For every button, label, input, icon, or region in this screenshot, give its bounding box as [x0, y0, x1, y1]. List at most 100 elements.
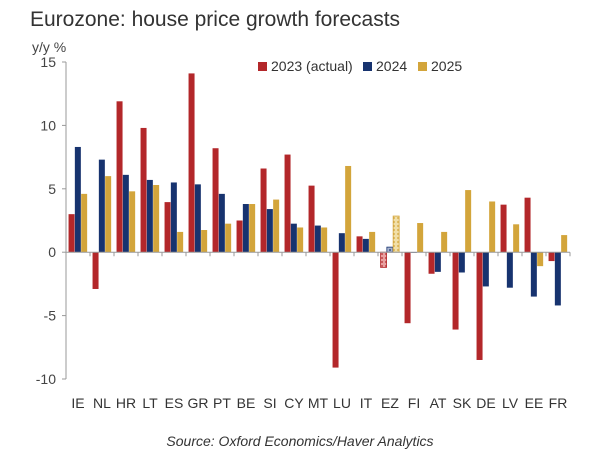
bar-ee-2025	[537, 252, 544, 267]
bar-be-2024	[242, 204, 249, 253]
bar-hr-2024	[122, 174, 129, 253]
bar-de-2023	[476, 252, 483, 360]
bar-it-2023	[356, 236, 363, 253]
legend-swatch	[363, 62, 372, 71]
bar-cy-2025	[297, 227, 304, 253]
bar-at-2024	[434, 252, 441, 272]
x-tick-label: DE	[476, 395, 495, 411]
bar-gr-2024	[194, 184, 201, 253]
bar-sk-2023	[452, 252, 459, 330]
bar-cy-2023	[284, 154, 291, 253]
x-tick-label: IT	[360, 395, 373, 411]
bar-hr-2023	[116, 101, 123, 253]
legend-swatch	[418, 62, 427, 71]
bar-lt-2024	[146, 179, 153, 253]
x-tick-label: LV	[502, 395, 519, 411]
y-axis-label: y/y %	[32, 39, 66, 55]
bar-nl-2024	[98, 159, 105, 253]
x-tick-label: CY	[284, 395, 304, 411]
bar-nl-2023	[92, 252, 99, 289]
axes: 15 10 5 0 -5 -10 IE NL HR LT ES GR PT BE SI CY MT LU IT EZ F…	[36, 54, 571, 411]
bar-mt-2024	[314, 225, 321, 253]
bar-ez-2024	[386, 246, 394, 253]
bar-pt-2023	[212, 148, 219, 253]
y-tick-label: 15	[40, 54, 56, 70]
x-tick-label: LT	[142, 395, 158, 411]
legend-label: 2025	[431, 58, 462, 74]
bar-pt-2025	[225, 223, 232, 253]
bar-si-2025	[273, 199, 280, 253]
bar-ie-2023	[68, 214, 75, 253]
bar-nl-2025	[105, 176, 112, 253]
bar-lt-2025	[153, 184, 160, 253]
bar-ez-2023	[380, 251, 387, 268]
bar-es-2025	[177, 231, 184, 253]
y-tick-label: 5	[48, 181, 56, 197]
bar-mt-2025	[321, 227, 328, 253]
bar-de-2025	[489, 201, 496, 253]
bar-pt-2024	[218, 193, 225, 253]
bar-lu-2024	[338, 233, 345, 253]
bar-cy-2024	[290, 223, 297, 253]
x-tick-label: BE	[237, 395, 256, 411]
x-tick-label: PT	[213, 395, 231, 411]
bar-be-2025	[249, 204, 256, 253]
y-tick-label: 10	[40, 117, 56, 133]
y-tick-label: -5	[44, 308, 57, 324]
x-tick-label: ES	[165, 395, 184, 411]
y-tick-label: -10	[36, 371, 56, 387]
bar-it-2024	[362, 238, 369, 253]
bar-ie-2025	[81, 193, 88, 253]
x-tick-label: SK	[453, 395, 472, 411]
bar-fi-2025	[417, 223, 424, 253]
x-tick-label: FR	[549, 395, 568, 411]
x-tick-label: MT	[308, 395, 329, 411]
bar-mt-2023	[308, 185, 315, 253]
bar-at-2025	[441, 231, 448, 253]
bar-sk-2024	[458, 252, 465, 273]
bar-ez-2025	[392, 215, 400, 253]
x-tick-label: GR	[188, 395, 209, 411]
bar-it-2025	[369, 231, 376, 253]
bars	[68, 73, 568, 368]
bar-si-2024	[266, 209, 273, 253]
bar-es-2023	[164, 202, 171, 253]
bar-hr-2025	[129, 191, 136, 253]
bar-fr-2025	[561, 235, 568, 253]
x-tick-label: FI	[408, 395, 420, 411]
bar-lv-2023	[500, 204, 507, 253]
legend-label: 2023 (actual)	[271, 58, 353, 74]
bar-fr-2024	[554, 252, 561, 306]
bar-ee-2024	[530, 252, 537, 297]
bar-fr-2023	[548, 252, 555, 262]
bar-fi-2023	[404, 252, 411, 324]
x-tick-label: LU	[333, 395, 351, 411]
bar-lv-2025	[513, 224, 520, 253]
bar-be-2023	[236, 220, 243, 253]
x-tick-label: HR	[116, 395, 136, 411]
bar-sk-2025	[465, 190, 472, 253]
source-note: Source: Oxford Economics/Haver Analytics	[166, 433, 433, 449]
bar-at-2023	[428, 252, 435, 274]
bar-de-2024	[482, 252, 489, 287]
x-tick-label: IE	[71, 395, 84, 411]
x-tick-label: EZ	[381, 395, 399, 411]
bar-es-2024	[170, 182, 177, 253]
bar-lt-2023	[140, 127, 147, 253]
x-tick-label: EE	[525, 395, 544, 411]
x-tick-label: SI	[263, 395, 276, 411]
legend-swatch	[258, 62, 267, 71]
bar-ee-2023	[524, 197, 531, 253]
chart-title: Eurozone: house price growth forecasts	[30, 8, 400, 31]
y-tick-label: 0	[48, 244, 56, 260]
x-tick-label: NL	[93, 395, 111, 411]
legend-label: 2024	[376, 58, 407, 74]
bar-gr-2023	[188, 73, 195, 253]
bar-gr-2025	[201, 230, 208, 253]
bar-lu-2025	[345, 165, 352, 253]
legend: 2023 (actual) 2024 2025	[258, 58, 462, 74]
x-tick-label: AT	[430, 395, 447, 411]
bar-lu-2023	[332, 252, 339, 368]
bar-ie-2024	[74, 146, 81, 253]
